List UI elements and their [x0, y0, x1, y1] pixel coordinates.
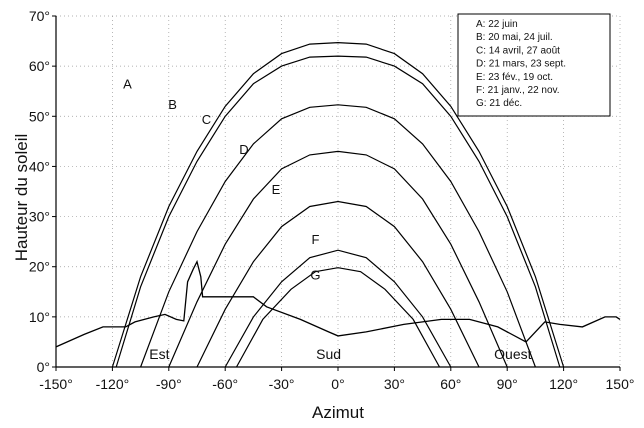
direction-labels: Est Sud Ouest [149, 346, 531, 362]
y-tick-label: 70° [29, 8, 50, 24]
horizon-profile [55, 259, 621, 348]
legend-entry-e: E: 23 fév., 19 oct. [476, 72, 553, 83]
x-axis-title: Azimut [312, 403, 364, 422]
sun-path-curve-c [140, 104, 536, 368]
y-ticks: 0° 10° 20° 30° 40° 50° 60° 70° [29, 8, 56, 375]
sun-path-curve-f [224, 249, 452, 368]
legend-box [457, 13, 611, 117]
x-ticks: -150° -120° -90° -60° -30° 0° 30° 60° 90° 120° 150… [39, 367, 634, 392]
y-axis-title: Hauteur du soleil [12, 134, 31, 262]
sun-path-curve-e [196, 200, 480, 368]
sun-path-curve-a [111, 41, 565, 368]
curve-label-g: G [310, 267, 320, 282]
x-tick-label: -30° [269, 376, 295, 392]
legend-entry-c: C: 14 avril, 27 août [476, 45, 560, 56]
x-tick-label: -150° [39, 376, 73, 392]
x-tick-label: 150° [606, 376, 635, 392]
sun-path-curve-b [115, 55, 561, 368]
curve-label-c: C [202, 112, 211, 127]
legend-items: A: 22 juin B: 20 mai, 24 juil. C: 14 avril… [476, 19, 566, 109]
y-tick-label: 50° [29, 108, 50, 124]
direction-label-ouest: Ouest [494, 346, 531, 362]
horizon-line [55, 259, 621, 348]
x-tick-label: -120° [96, 376, 130, 392]
legend-entry-a: A: 22 juin [476, 19, 518, 30]
legend: A: 22 juin B: 20 mai, 24 juil. C: 14 avril… [457, 13, 611, 117]
sun-path-curve-d [168, 150, 508, 368]
y-tick-label: 30° [29, 209, 50, 225]
sun-path-series: A B C D E F G [111, 41, 565, 368]
legend-entry-d: D: 21 mars, 23 sept. [476, 59, 566, 70]
legend-entry-b: B: 20 mai, 24 juil. [476, 32, 553, 43]
x-tick-label: 30° [384, 376, 405, 392]
x-tick-label: 120° [549, 376, 578, 392]
sun-path-curve-g [235, 267, 441, 368]
direction-label-est: Est [149, 346, 169, 362]
curve-label-e: E [272, 182, 281, 197]
x-tick-label: 0° [331, 376, 344, 392]
x-tick-label: -60° [212, 376, 238, 392]
y-tick-label: 60° [29, 58, 50, 74]
legend-entry-f: F: 21 janv., 22 nov. [476, 85, 560, 96]
y-tick-label: 20° [29, 259, 50, 275]
y-tick-label: 40° [29, 158, 50, 174]
curve-label-d: D [239, 142, 248, 157]
curve-label-b: B [168, 97, 177, 112]
x-tick-label: -90° [156, 376, 182, 392]
x-tick-label: 60° [440, 376, 461, 392]
direction-label-sud: Sud [316, 346, 341, 362]
x-tick-label: 90° [497, 376, 518, 392]
curve-label-f: F [311, 232, 319, 247]
curve-label-a: A [123, 77, 132, 92]
y-tick-label: 0° [37, 359, 50, 375]
legend-entry-g: G: 21 déc. [476, 98, 522, 109]
y-tick-label: 10° [29, 309, 50, 325]
